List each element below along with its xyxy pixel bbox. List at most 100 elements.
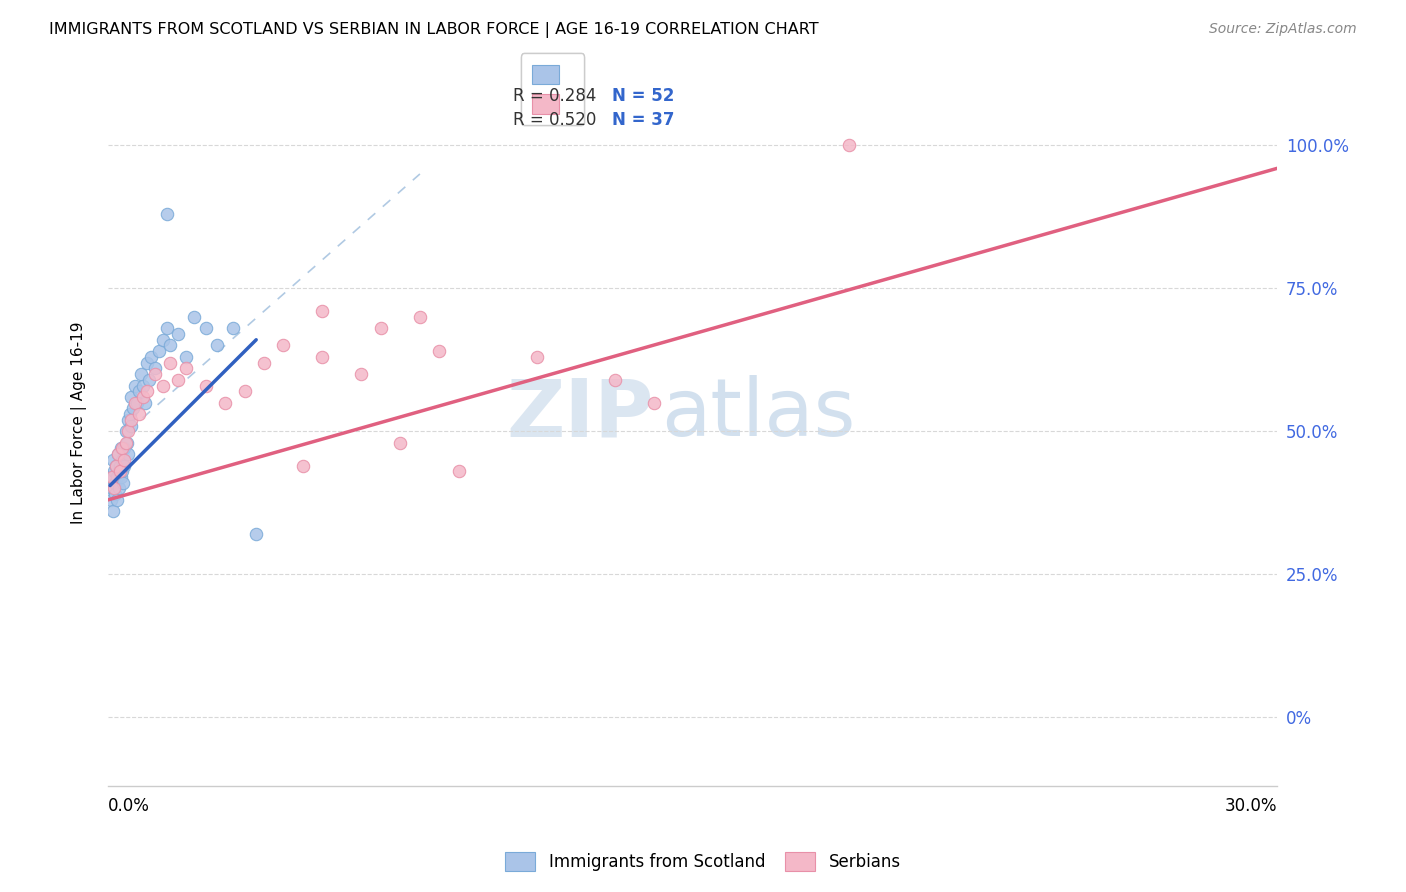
Text: Source: ZipAtlas.com: Source: ZipAtlas.com <box>1209 22 1357 37</box>
Point <box>107 447 129 461</box>
Point <box>111 442 134 456</box>
Point <box>155 321 177 335</box>
Point <box>138 373 160 387</box>
Point <box>174 361 197 376</box>
Point <box>108 458 131 473</box>
Point <box>101 482 124 496</box>
Point <box>139 350 162 364</box>
Point <box>245 527 267 541</box>
Point <box>121 413 143 427</box>
Text: R = 0.520: R = 0.520 <box>513 111 596 128</box>
Point <box>134 395 156 409</box>
Point <box>121 390 143 404</box>
Point <box>108 464 131 478</box>
Point <box>107 447 129 461</box>
Text: 30.0%: 30.0% <box>1225 797 1278 815</box>
Point <box>104 458 127 473</box>
Point <box>127 395 149 409</box>
Point <box>117 424 139 438</box>
Point <box>214 395 236 409</box>
Point <box>143 361 166 376</box>
Point <box>110 470 132 484</box>
Point <box>273 338 295 352</box>
Text: ZIP: ZIP <box>506 376 654 453</box>
Point <box>129 367 152 381</box>
Point <box>111 475 134 490</box>
Point <box>167 373 190 387</box>
Point <box>159 356 181 370</box>
Point <box>107 464 129 478</box>
Point <box>110 442 132 456</box>
Point <box>233 384 256 399</box>
Text: N = 37: N = 37 <box>612 111 673 128</box>
Point <box>148 344 170 359</box>
Text: atlas: atlas <box>662 376 856 453</box>
Point <box>118 407 141 421</box>
Point <box>132 378 155 392</box>
Point <box>409 310 432 324</box>
Point <box>104 458 127 473</box>
Point <box>100 492 122 507</box>
Point <box>111 464 134 478</box>
Point <box>128 384 150 399</box>
Point <box>370 321 392 335</box>
Point <box>101 470 124 484</box>
Point <box>112 453 135 467</box>
Point <box>253 356 276 370</box>
Point <box>103 482 125 496</box>
Legend: , : , <box>520 54 583 125</box>
Point <box>124 395 146 409</box>
Point <box>128 407 150 421</box>
Point <box>104 475 127 490</box>
Point <box>114 435 136 450</box>
Text: R = 0.284: R = 0.284 <box>513 87 596 105</box>
Point <box>429 344 451 359</box>
Point <box>115 435 138 450</box>
Point <box>105 470 128 484</box>
Text: IMMIGRANTS FROM SCOTLAND VS SERBIAN IN LABOR FORCE | AGE 16-19 CORRELATION CHART: IMMIGRANTS FROM SCOTLAND VS SERBIAN IN L… <box>49 22 818 38</box>
Point <box>311 350 333 364</box>
Point <box>103 464 125 478</box>
Legend: Immigrants from Scotland, Serbians: Immigrants from Scotland, Serbians <box>496 843 910 880</box>
Text: N = 52: N = 52 <box>612 87 673 105</box>
Point <box>112 442 135 456</box>
Point <box>105 492 128 507</box>
Point <box>124 378 146 392</box>
Point <box>117 447 139 461</box>
Point <box>389 435 412 450</box>
Point <box>114 458 136 473</box>
Point <box>603 373 626 387</box>
Point <box>114 424 136 438</box>
Point <box>136 384 159 399</box>
Point <box>101 453 124 467</box>
Point <box>152 378 174 392</box>
Point <box>174 350 197 364</box>
Point <box>194 378 217 392</box>
Point <box>183 310 205 324</box>
Point <box>838 138 860 153</box>
Point <box>205 338 228 352</box>
Point <box>143 367 166 381</box>
Point <box>167 326 190 341</box>
Point <box>526 350 548 364</box>
Point <box>643 395 665 409</box>
Point <box>222 321 245 335</box>
Point <box>447 464 470 478</box>
Point <box>98 470 121 484</box>
Point <box>159 338 181 352</box>
Point <box>350 367 373 381</box>
Text: 0.0%: 0.0% <box>108 797 150 815</box>
Point <box>152 333 174 347</box>
Point <box>132 390 155 404</box>
Point <box>117 413 139 427</box>
Point <box>311 304 333 318</box>
Point <box>108 482 131 496</box>
Point <box>104 487 127 501</box>
Point <box>194 321 217 335</box>
Point <box>291 458 314 473</box>
Point <box>136 356 159 370</box>
Point <box>122 401 145 416</box>
Point <box>155 207 177 221</box>
Point <box>120 418 142 433</box>
Point <box>101 504 124 518</box>
